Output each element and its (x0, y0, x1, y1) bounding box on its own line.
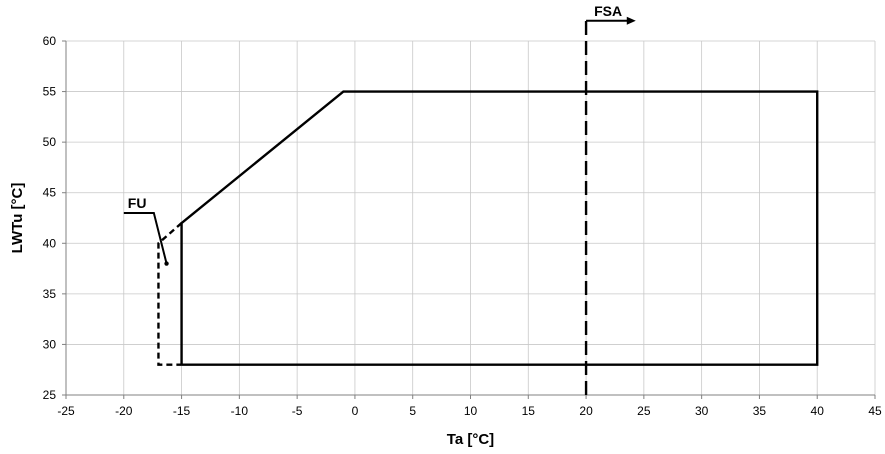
x-tick-label: 45 (868, 404, 882, 418)
y-tick-label: 35 (43, 287, 57, 301)
series-line-solid (180, 90, 819, 366)
fu-leader-dot (164, 261, 169, 266)
fu-annotation-label: FU (128, 195, 147, 211)
x-axis-title: Ta [°C] (447, 431, 494, 448)
tick-labels: -25 -20 -15 -10 -5 0 5 10 15 20 25 30 35 40 45 25 30 35 40… (43, 34, 882, 418)
x-tick-label: -10 (231, 404, 249, 418)
x-tick-label: -5 (292, 404, 303, 418)
y-tick-label: 40 (43, 236, 57, 250)
x-tick-label: 25 (637, 404, 651, 418)
y-tick-label: 55 (43, 85, 57, 99)
x-tick-label: 40 (811, 404, 825, 418)
series-line-dashed (157, 222, 183, 366)
x-tick-label: -20 (115, 404, 133, 418)
x-tick-label: -15 (173, 404, 191, 418)
annotations: FU FSA (123, 3, 636, 266)
y-axis-title: LWTu [°C] (9, 183, 26, 254)
fsa-annotation-label: FSA (594, 3, 622, 19)
y-tick-label: 50 (43, 135, 57, 149)
x-tick-label: 30 (695, 404, 709, 418)
axes (62, 40, 876, 399)
x-tick-label: 15 (522, 404, 536, 418)
series (157, 20, 819, 395)
x-tick-label: -25 (57, 404, 75, 418)
y-tick-label: 25 (43, 388, 57, 402)
x-tick-label: 10 (464, 404, 478, 418)
x-tick-label: 5 (409, 404, 416, 418)
x-tick-label: 35 (753, 404, 767, 418)
fu-leader-line (123, 211, 168, 264)
x-tick-label: 20 (579, 404, 593, 418)
x-tick-label: 0 (352, 404, 359, 418)
y-tick-label: 60 (43, 34, 57, 48)
y-tick-label: 45 (43, 186, 57, 200)
y-tick-label: 30 (43, 337, 57, 351)
fsa-arrow-head (626, 16, 636, 25)
